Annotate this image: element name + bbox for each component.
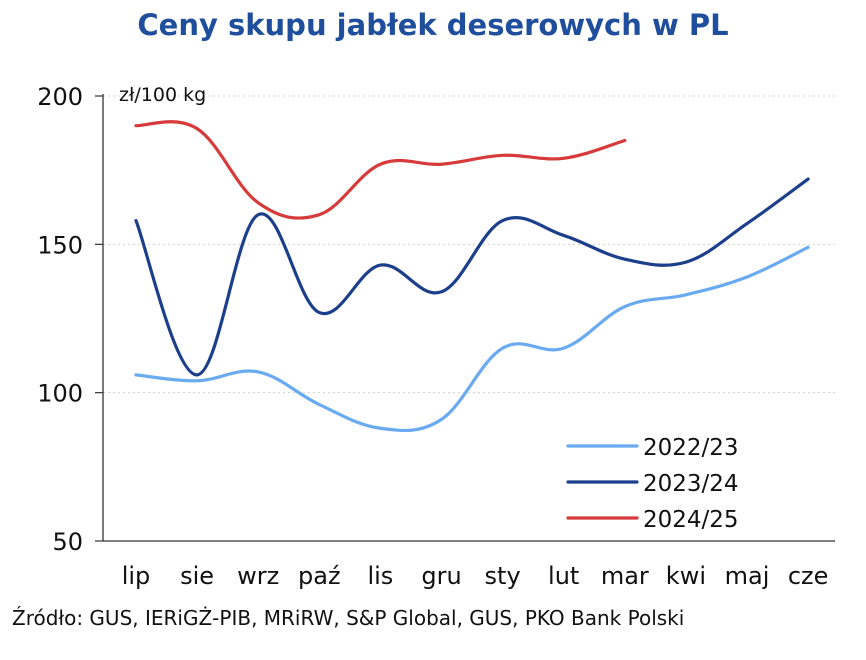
line-chart: 50 100 150 200 zł/100 kg lip sie wrz paź lis gru st… (37, 83, 835, 590)
data-point-2024-25-sie (195, 127, 199, 131)
x-tick-label: lip (122, 562, 151, 590)
x-tick-label: lut (548, 562, 579, 590)
data-point-2022-23-cze (806, 245, 810, 249)
y-tick-label: 100 (37, 380, 83, 408)
x-tick-label: kwi (666, 562, 706, 590)
data-point-2023-24-mar (623, 257, 627, 261)
data-point-2022-23-sty (501, 346, 505, 350)
data-point-2022-23-mar (623, 305, 627, 309)
chart-title: Ceny skupu jabłek deserowych w PL (137, 8, 729, 42)
data-point-2024-25-lut (562, 156, 566, 160)
x-tick-label: sty (485, 562, 521, 590)
data-point-2024-25-mar (623, 139, 627, 143)
data-point-2024-25-sty (501, 153, 505, 157)
data-point-2023-24-lip (134, 219, 138, 223)
x-tick-label: paź (298, 562, 341, 590)
series-line-2023-24 (134, 177, 810, 377)
x-tick-label: sie (180, 562, 214, 590)
y-tick-label: 200 (37, 83, 83, 111)
x-tick-label: maj (725, 562, 770, 590)
series-line-2024-25 (134, 120, 627, 220)
data-point-2022-23-sie (195, 379, 199, 383)
x-tick-label: wrz (237, 562, 279, 590)
data-point-2023-24-cze (806, 177, 810, 181)
y-axis-unit-label: zł/100 kg (119, 84, 206, 106)
data-point-2023-24-wrz (256, 213, 260, 217)
data-point-2022-23-wrz (256, 370, 260, 374)
data-point-2022-23-lut (562, 346, 566, 350)
data-point-2024-25-wrz (256, 201, 260, 205)
data-point-2023-24-gru (440, 290, 444, 294)
data-point-2023-24-kwi (684, 260, 688, 264)
data-point-2022-23-paź (317, 403, 321, 407)
data-point-2024-25-paź (317, 213, 321, 217)
y-tick-label: 150 (37, 231, 83, 259)
data-point-2022-23-maj (745, 275, 749, 279)
x-tick-label: gru (421, 562, 461, 590)
data-point-2022-23-gru (440, 417, 444, 421)
legend-label: 2023/24 (643, 471, 739, 497)
data-point-2023-24-sty (501, 219, 505, 223)
data-point-2022-23-kwi (684, 293, 688, 297)
series-line-2022-23 (134, 245, 810, 433)
data-point-2022-23-lis (378, 426, 382, 430)
legend-label: 2022/23 (643, 435, 739, 461)
x-tick-label: mar (601, 562, 649, 590)
data-point-2022-23-lip (134, 373, 138, 377)
x-tick-label: lis (367, 562, 393, 590)
data-point-2024-25-gru (440, 162, 444, 166)
data-point-2023-24-lut (562, 233, 566, 237)
y-tick-label: 50 (52, 528, 83, 556)
data-point-2023-24-sie (195, 373, 199, 377)
data-point-2024-25-lis (378, 162, 382, 166)
data-point-2023-24-lis (378, 263, 382, 267)
data-point-2023-24-paź (317, 311, 321, 315)
data-point-2024-25-lip (134, 124, 138, 128)
legend-label: 2024/25 (643, 507, 739, 533)
x-tick-label: cze (788, 562, 829, 590)
data-point-2023-24-maj (745, 222, 749, 226)
source-note: Źródło: GUS, IERiGŻ-PIB, MRiRW, S&P Glob… (12, 606, 685, 630)
